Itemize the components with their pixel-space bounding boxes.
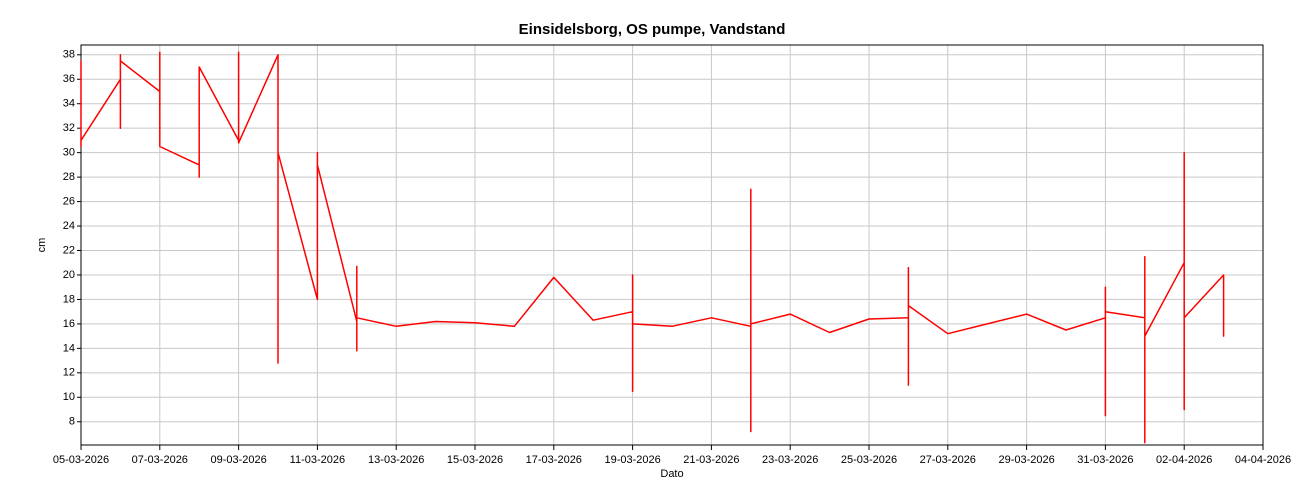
x-tick-label: 13-03-2026	[368, 454, 424, 466]
x-tick-label: 09-03-2026	[210, 454, 266, 466]
plot-frame	[80, 44, 1264, 446]
y-tick-label: 38	[63, 49, 75, 61]
x-tick-label: 29-03-2026	[998, 454, 1054, 466]
x-tick-label: 23-03-2026	[762, 454, 818, 466]
x-tick-label: 05-03-2026	[53, 454, 109, 466]
y-tick-label: 26	[63, 195, 75, 207]
y-tick-label: 32	[63, 122, 75, 134]
y-tick-label: 10	[63, 391, 75, 403]
x-tick-label: 19-03-2026	[604, 454, 660, 466]
x-tick-label: 02-04-2026	[1156, 454, 1212, 466]
x-tick-label: 21-03-2026	[683, 454, 739, 466]
y-tick-label: 14	[63, 342, 75, 354]
y-tick-label: 34	[63, 98, 75, 110]
x-axis-title: Dato	[660, 468, 683, 480]
y-tick-label: 24	[63, 220, 75, 232]
x-tick-label: 11-03-2026	[290, 454, 345, 466]
x-tick-label: 04-04-2026	[1235, 454, 1291, 466]
x-tick-label: 25-03-2026	[841, 454, 897, 466]
x-tick-label: 15-03-2026	[447, 454, 503, 466]
chart-title: Einsidelsborg, OS pumpe, Vandstand	[519, 21, 786, 38]
y-tick-label: 22	[63, 244, 75, 256]
y-tick-label: 20	[63, 269, 75, 281]
y-axis-title: cm	[36, 238, 48, 253]
x-tick-label: 27-03-2026	[920, 454, 976, 466]
data-line	[80, 51, 1225, 444]
y-tick-label: 16	[63, 318, 75, 330]
x-tick-label: 07-03-2026	[132, 454, 188, 466]
y-tick-label: 18	[63, 293, 75, 305]
x-tick-label: 31-03-2026	[1077, 454, 1133, 466]
y-tick-label: 8	[69, 416, 75, 428]
y-tick-label: 36	[63, 73, 75, 85]
y-tick-label: 12	[63, 367, 75, 379]
y-tick-label: 30	[63, 147, 75, 159]
y-tick-label: 28	[63, 171, 75, 183]
x-tick-label: 17-03-2026	[526, 454, 582, 466]
